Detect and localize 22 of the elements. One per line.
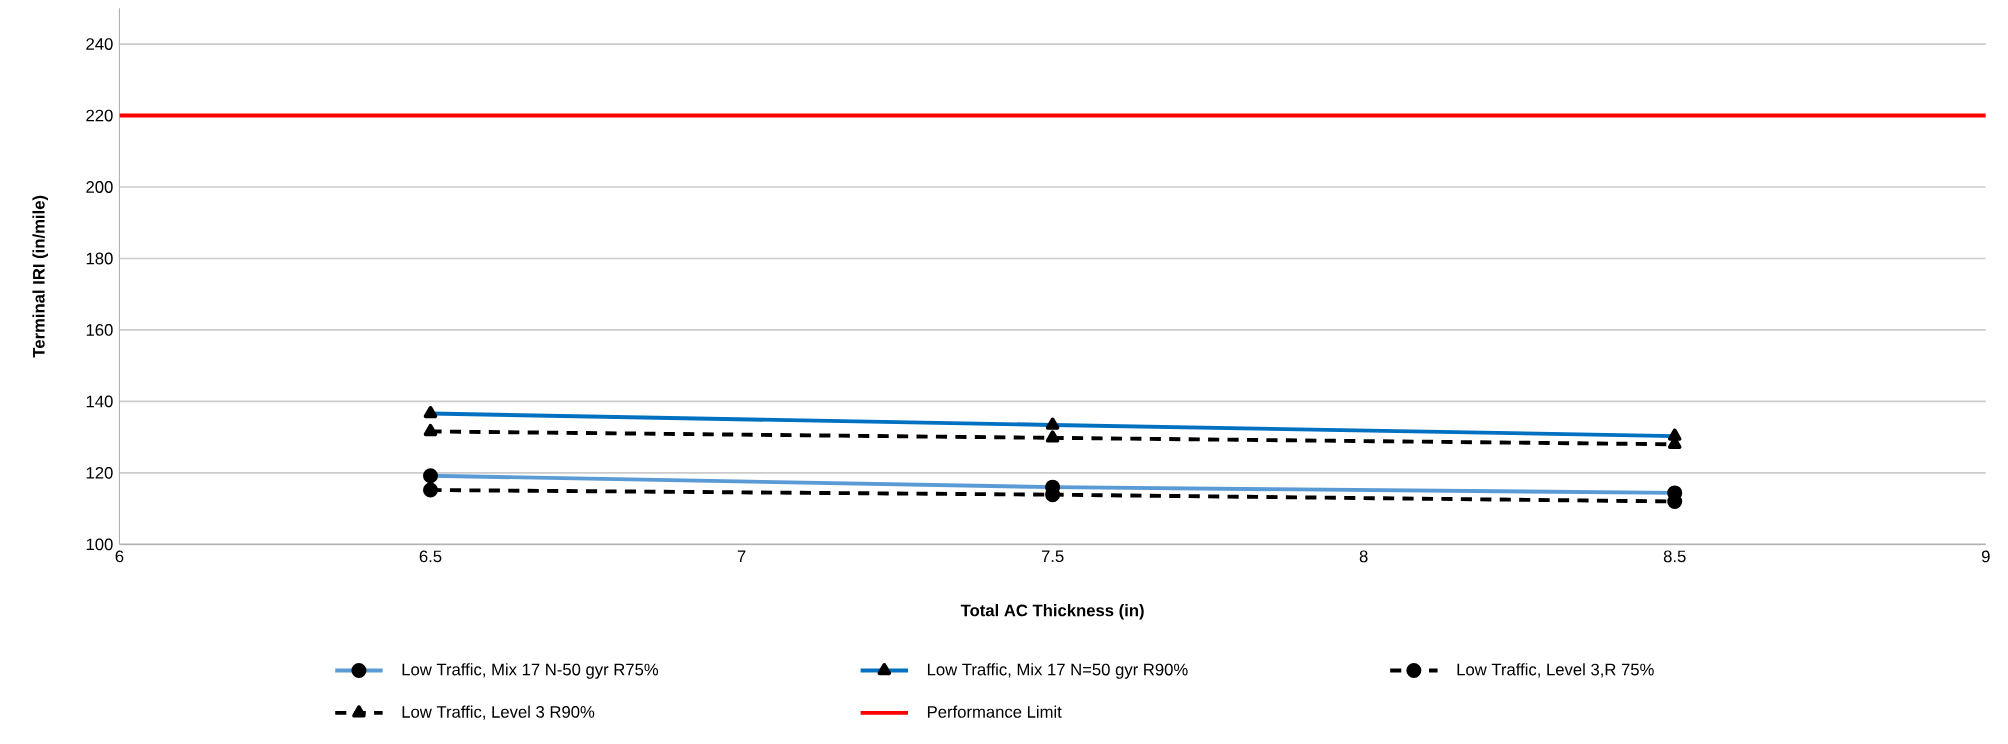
- y-tick-label: 180: [86, 252, 113, 265]
- x-tick-label: 7: [737, 550, 746, 562]
- x-tick-label: 8.5: [1663, 550, 1686, 563]
- y-tick-label: 240: [86, 38, 113, 50]
- y-tick-label: 200: [86, 180, 113, 193]
- y-axis-title: Terminal IRI (in/mile): [32, 195, 48, 358]
- x-tick-label: 7.5: [1041, 550, 1064, 562]
- legend-label: Low Traffic, Level 3 R90%: [402, 705, 595, 720]
- legend-label: Low Traffic, Mix 17 N-50 gyr R75%: [402, 663, 659, 679]
- x-axis-title: Total AC Thickness (in): [960, 603, 1144, 620]
- x-tick-label: 6.5: [419, 550, 442, 563]
- x-tick-label: 8: [1359, 550, 1368, 563]
- y-tick-label: 120: [86, 466, 113, 479]
- y-tick-label: 220: [86, 109, 113, 122]
- y-tick-label: 140: [86, 395, 113, 408]
- legend-label: Low Traffic, Mix 17 N=50 gyr R90%: [927, 663, 1188, 679]
- legend-label: Performance Limit: [927, 705, 1062, 718]
- x-tick-label: 9: [1981, 550, 1990, 563]
- y-tick-label: 160: [86, 323, 113, 336]
- legend-label: Low Traffic, Level 3,R 75%: [1457, 663, 1654, 678]
- x-tick-label: 6: [115, 550, 124, 563]
- y-tick-label: 100: [86, 538, 113, 551]
